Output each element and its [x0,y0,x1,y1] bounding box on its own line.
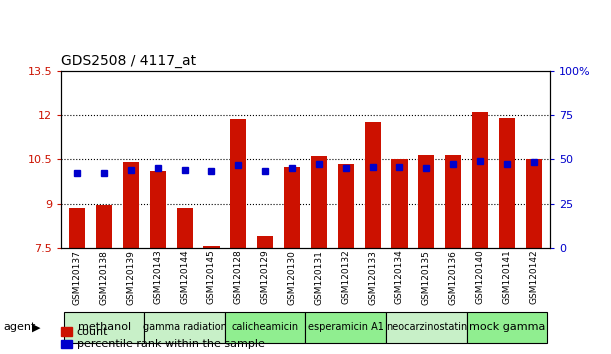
Text: esperamicin A1: esperamicin A1 [308,322,384,332]
Text: GSM120133: GSM120133 [368,250,377,304]
Bar [64,312,144,343]
Text: GSM120145: GSM120145 [207,250,216,304]
Bar [386,312,467,343]
Text: GSM120142: GSM120142 [529,250,538,304]
Bar [445,155,461,248]
Bar [338,164,354,248]
Text: gamma radiation: gamma radiation [143,322,227,332]
Text: GSM120143: GSM120143 [153,250,163,304]
Text: GSM120130: GSM120130 [288,250,296,304]
Text: mock gamma: mock gamma [469,322,545,332]
Text: GSM120140: GSM120140 [475,250,485,304]
Text: GDS2508 / 4117_at: GDS2508 / 4117_at [61,55,196,68]
Text: neocarzinostatin: neocarzinostatin [386,322,467,332]
Text: GSM120129: GSM120129 [261,250,269,304]
Text: GSM120144: GSM120144 [180,250,189,304]
Bar [96,205,112,248]
Bar [257,236,273,248]
Text: percentile rank within the sample: percentile rank within the sample [77,339,265,349]
Bar [467,312,547,343]
Bar [225,312,306,343]
Text: methanol: methanol [78,322,131,332]
Text: ▶: ▶ [32,322,40,332]
Bar [392,159,408,248]
Text: GSM120128: GSM120128 [234,250,243,304]
Text: GSM120134: GSM120134 [395,250,404,304]
Bar [144,312,225,343]
Bar [365,122,381,248]
Bar [419,155,434,248]
Bar [203,246,219,248]
Bar [150,171,166,248]
Text: GSM120138: GSM120138 [100,250,109,304]
Bar [499,118,515,248]
Text: GSM120137: GSM120137 [73,250,82,304]
Text: GSM120132: GSM120132 [342,250,350,304]
Bar [525,159,542,248]
Text: GSM120135: GSM120135 [422,250,431,304]
Bar [61,327,72,336]
Text: GSM120141: GSM120141 [502,250,511,304]
Bar [472,112,488,248]
Bar [230,120,246,248]
Bar [61,339,72,348]
Text: calicheamicin: calicheamicin [232,322,299,332]
Text: agent: agent [3,322,35,332]
Bar [123,162,139,248]
Text: GSM120136: GSM120136 [448,250,458,304]
Bar [177,208,192,248]
Bar [311,156,327,248]
Text: count: count [77,327,108,337]
Bar [306,312,386,343]
Text: GSM120131: GSM120131 [315,250,323,304]
Text: GSM120139: GSM120139 [126,250,136,304]
Bar [284,167,300,248]
Bar [69,208,86,248]
